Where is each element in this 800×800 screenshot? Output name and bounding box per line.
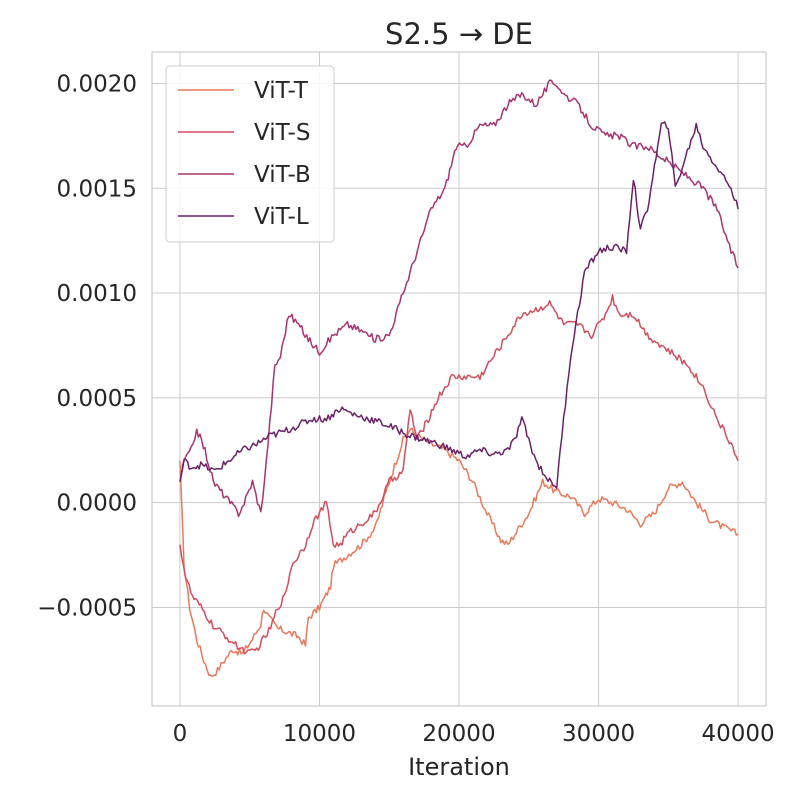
series-line-vit-b xyxy=(179,79,739,518)
series-line-vit-t xyxy=(179,427,739,678)
x-tick-label: 40000 xyxy=(702,721,775,747)
y-tick-label: −0.0005 xyxy=(37,595,137,621)
x-tick-label: 20000 xyxy=(422,721,495,747)
series-line-vit-l xyxy=(179,121,739,490)
legend-label-vit-s: ViT-S xyxy=(254,120,310,146)
y-tick-label: 0.0000 xyxy=(57,491,137,517)
series-lines xyxy=(179,79,739,678)
legend-label-vit-t: ViT-T xyxy=(254,78,309,104)
x-tick-label: 0 xyxy=(173,721,188,747)
y-tick-label: 0.0020 xyxy=(57,71,137,97)
legend-frame xyxy=(165,65,335,243)
series-line-vit-s xyxy=(179,293,739,655)
plot-frame xyxy=(151,51,767,707)
x-axis-label: Iteration xyxy=(408,753,510,781)
y-tick-label: 0.0015 xyxy=(57,176,137,202)
x-tick-label: 10000 xyxy=(283,721,356,747)
y-tick-label: 0.0010 xyxy=(57,281,137,307)
y-tick-label: 0.0005 xyxy=(57,386,137,412)
chart-title: S2.5 → DE xyxy=(385,17,533,51)
legend: ViT-T ViT-S ViT-B ViT-L xyxy=(165,65,335,243)
legend-label-vit-b: ViT-B xyxy=(254,162,311,188)
x-tick-label: 30000 xyxy=(562,721,635,747)
legend-label-vit-l: ViT-L xyxy=(254,204,309,230)
tick-labels: 0 10000 20000 30000 40000 −0.0005 0.0000 0.0005… xyxy=(37,71,774,747)
